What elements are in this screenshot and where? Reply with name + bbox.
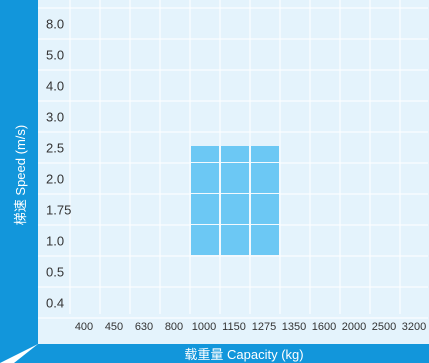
highlight-cell (251, 163, 279, 193)
x-tick-label: 3200 (402, 321, 426, 333)
x-tick-label: 1350 (282, 321, 306, 333)
x-tick-label: 450 (105, 321, 123, 333)
y-tick-label: 8.0 (46, 17, 64, 32)
x-tick-label: 630 (135, 321, 153, 333)
y-tick-label: 3.0 (46, 110, 64, 125)
y-tick-label: 1.0 (46, 234, 64, 249)
y-tick-label: 0.5 (46, 265, 64, 280)
y-tick-labels: 8.0 5.0 4.0 3.0 2.5 2.0 1.75 1.0 0.5 0.4 (46, 17, 71, 311)
grid-lines (38, 0, 428, 319)
y-tick-label: 2.5 (46, 141, 64, 156)
x-tick-label: 2500 (372, 321, 396, 333)
highlighted-cells (191, 146, 279, 255)
x-tick-label: 800 (165, 321, 183, 333)
x-tick-label: 1000 (192, 321, 216, 333)
highlight-cell (221, 163, 249, 193)
x-tick-label: 1275 (252, 321, 276, 333)
highlight-cell (191, 194, 219, 224)
y-tick-label: 1.75 (46, 203, 71, 218)
x-tick-label: 1150 (222, 321, 246, 333)
y-axis-title: 梯速 Speed (m/s) (13, 125, 28, 225)
x-tick-label: 1600 (312, 321, 336, 333)
highlight-cell (221, 225, 249, 255)
highlight-cell (221, 146, 249, 162)
highlight-cell (251, 146, 279, 162)
highlight-cell (191, 163, 219, 193)
highlight-cell (251, 194, 279, 224)
highlight-cell (251, 225, 279, 255)
highlight-cell (191, 146, 219, 162)
y-tick-label: 4.0 (46, 79, 64, 94)
x-tick-label: 2000 (342, 321, 366, 333)
x-tick-labels: 400 450 630 800 1000 1150 1275 1350 1600 2000 2500… (75, 321, 426, 333)
left-axis-band (0, 0, 38, 363)
y-tick-label: 2.0 (46, 172, 64, 187)
y-tick-label: 5.0 (46, 48, 64, 63)
x-tick-label: 400 (75, 321, 93, 333)
bottom-axis-band (14, 344, 429, 363)
highlight-cell (191, 225, 219, 255)
highlight-cell (221, 194, 249, 224)
y-tick-label: 0.4 (46, 296, 64, 311)
x-axis-title: 载重量 Capacity (kg) (184, 347, 303, 362)
